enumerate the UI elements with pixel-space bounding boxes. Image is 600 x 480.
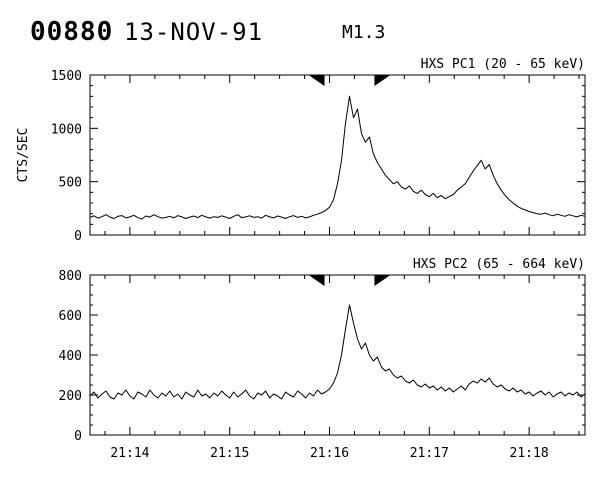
flare-class: M1.3 <box>342 22 385 43</box>
y-tick-label: 400 <box>59 349 82 364</box>
x-tick-label: 21:16 <box>310 446 349 461</box>
light-curve-2 <box>89 304 586 400</box>
y-tick-label: 500 <box>59 176 82 191</box>
y-tick-label: 800 <box>59 269 82 284</box>
y-tick-label: 600 <box>59 309 82 324</box>
light-curve-1 <box>89 95 586 220</box>
x-tick-label: 21:15 <box>210 446 249 461</box>
interval-marker-left <box>308 275 325 286</box>
panel-frame <box>89 74 586 236</box>
x-tick-label: 21:14 <box>110 446 149 461</box>
interval-marker-left <box>308 75 325 86</box>
event-id: 00880 <box>30 17 113 47</box>
y-tick-label: 1000 <box>51 122 82 137</box>
y-axis-label: CTS/SEC <box>16 128 31 183</box>
y-tick-label: 0 <box>74 229 82 244</box>
x-tick-label: 21:17 <box>410 446 449 461</box>
interval-marker-right <box>374 75 391 86</box>
y-tick-label: 0 <box>74 429 82 444</box>
panel2-title: HXS PC2 (65 - 664 keV) <box>413 257 585 272</box>
event-date: 13-NOV-91 <box>124 18 263 46</box>
panel-frame <box>89 274 586 436</box>
y-tick-label: 200 <box>59 389 82 404</box>
interval-marker-right <box>374 275 391 286</box>
x-tick-label: 21:18 <box>510 446 549 461</box>
panel1-title: HXS PC1 (20 - 65 keV) <box>421 57 585 72</box>
y-tick-label: 1500 <box>51 69 82 84</box>
plot-generated-content: 0 500 1000 1500 0 200 400 600 800 21:14 21:15 21:16… <box>51 69 586 461</box>
